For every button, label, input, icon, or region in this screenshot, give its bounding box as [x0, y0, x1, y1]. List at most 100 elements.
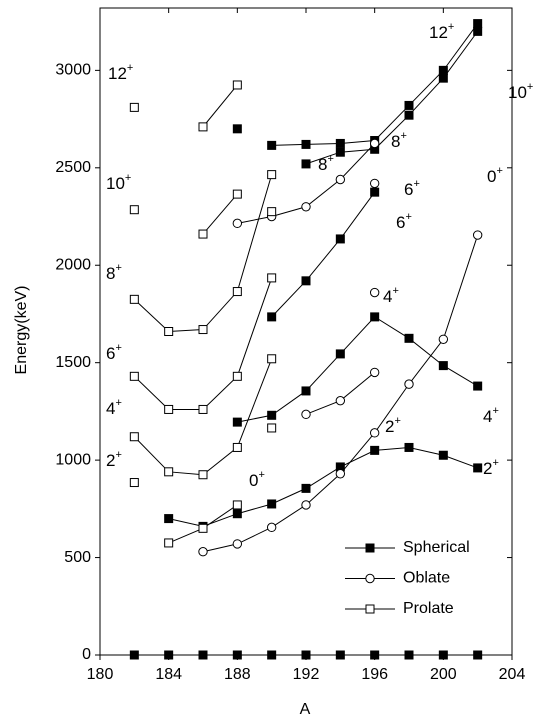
- annotation-text: 2: [483, 459, 492, 478]
- point: [473, 26, 483, 36]
- annotation: 2+: [385, 415, 401, 437]
- point: [267, 650, 277, 660]
- annotation-text: 8: [106, 264, 115, 283]
- annotation-sup: +: [327, 153, 333, 165]
- legend-marker: [365, 543, 375, 553]
- series-line: [168, 446, 478, 527]
- annotation-text: 4: [483, 407, 492, 426]
- point: [198, 404, 208, 414]
- point: [335, 349, 345, 359]
- point: [369, 178, 380, 189]
- x-tick-label: 188: [224, 666, 251, 683]
- point: [164, 538, 174, 548]
- x-tick-label: 204: [499, 666, 526, 683]
- annotation: 12+: [108, 62, 133, 84]
- point: [472, 230, 483, 240]
- y-tick-label: 3000: [55, 62, 91, 79]
- point: [232, 509, 242, 519]
- annotation: 10+: [508, 81, 533, 103]
- series-line: [202, 234, 479, 553]
- y-tick-label: 2000: [55, 256, 91, 273]
- point: [438, 361, 448, 371]
- annotation: 0+: [249, 469, 265, 491]
- point: [301, 139, 311, 149]
- series-line: [133, 174, 273, 333]
- point: [301, 500, 311, 510]
- point: [301, 386, 311, 396]
- plot-frame: [99, 7, 513, 656]
- point: [129, 650, 139, 660]
- annotation: 0+: [487, 165, 503, 187]
- point: [232, 650, 242, 660]
- annotation-text: 2: [385, 417, 394, 436]
- point: [438, 65, 448, 75]
- annotation-sup: +: [392, 285, 398, 297]
- annotation-sup: +: [448, 21, 454, 33]
- point: [232, 124, 242, 134]
- annotation: 4+: [106, 397, 122, 419]
- legend-label: Oblate: [403, 570, 450, 587]
- series-line: [237, 316, 478, 423]
- legend-marker: [365, 573, 375, 584]
- point: [335, 138, 345, 148]
- point: [335, 147, 345, 157]
- point: [301, 202, 311, 212]
- point: [438, 334, 449, 344]
- y-axis-label: Energy(keV): [13, 286, 30, 375]
- point: [164, 327, 174, 336]
- annotation: 6+: [404, 178, 420, 200]
- annotation-text: 0: [487, 167, 496, 186]
- x-tick-label: 192: [293, 666, 320, 683]
- annotation-text: 8: [391, 132, 400, 151]
- annotation-sup: +: [527, 81, 533, 93]
- annotation-sup: +: [405, 211, 411, 223]
- x-tick-label: 184: [155, 666, 182, 683]
- point: [438, 650, 448, 660]
- annotation-text: 8: [318, 155, 327, 174]
- point: [198, 650, 208, 660]
- point: [267, 273, 277, 283]
- x-tick-label: 196: [361, 666, 388, 683]
- annotation-sup: +: [400, 130, 406, 142]
- annotation: 4+: [483, 405, 499, 427]
- annotation-text: 4: [383, 287, 392, 306]
- point: [232, 189, 242, 199]
- point: [404, 650, 414, 660]
- point: [129, 205, 139, 215]
- point: [404, 333, 414, 343]
- annotation-text: 10: [106, 174, 125, 193]
- annotation-text: 6: [106, 344, 115, 363]
- annotation-text: 0: [249, 471, 258, 490]
- series-line: [133, 277, 273, 410]
- annotation-sup: +: [115, 449, 121, 461]
- annotation-sup: +: [125, 172, 131, 184]
- series-line: [305, 31, 479, 165]
- point: [198, 122, 208, 132]
- point: [164, 467, 174, 477]
- point: [129, 371, 139, 381]
- annotation: 10+: [106, 172, 131, 194]
- annotation-text: 12: [108, 64, 127, 83]
- y-tick-label: 0: [82, 646, 91, 663]
- point: [232, 371, 242, 381]
- annotation-sup: +: [413, 178, 419, 190]
- point: [438, 450, 448, 460]
- point: [473, 381, 483, 391]
- point: [301, 159, 311, 169]
- point: [232, 287, 242, 297]
- annotation-text: 12: [429, 23, 448, 42]
- y-tick-label: 1000: [55, 451, 91, 468]
- point: [267, 312, 277, 322]
- point: [198, 325, 208, 335]
- point: [473, 463, 483, 473]
- annotation-text: 6: [404, 180, 413, 199]
- point: [370, 187, 380, 197]
- annotation-sup: +: [258, 469, 264, 481]
- annotation: 6+: [396, 211, 412, 233]
- annotation-text: 6: [396, 213, 405, 232]
- point: [198, 547, 208, 557]
- point: [404, 100, 414, 110]
- point: [232, 539, 243, 549]
- point: [301, 483, 311, 493]
- point: [198, 470, 208, 480]
